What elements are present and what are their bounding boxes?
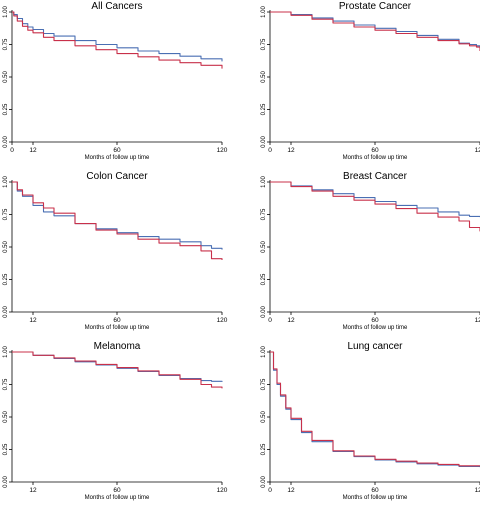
y-tick-label: 0.00 — [3, 136, 9, 148]
x-tick-label: 0 — [268, 147, 272, 154]
chart-panel-lung-cancer: Lung cancer 0.00 0.25 0.50 0.75 1.00 0 12 60 120 M… — [261, 341, 480, 501]
x-tick-label: 120 — [475, 147, 480, 154]
x-tick-label: 120 — [475, 317, 480, 324]
y-tick-label: 1.00 — [261, 176, 267, 188]
chart-title: Prostate Cancer — [339, 1, 412, 12]
x-tick-label: 12 — [287, 147, 295, 154]
x-axis-label: Months of follow up time — [85, 325, 150, 331]
x-tick-label: 0 — [268, 487, 272, 494]
y-tick-label: 0.25 — [3, 443, 9, 455]
chart-panel-all-cancers: All Cancers 0.00 0.25 0.50 0.75 1.00 0 12 60 120 M… — [3, 1, 228, 161]
y-tick-label: 0.50 — [261, 241, 267, 253]
y-tick-label: 0.75 — [261, 38, 267, 50]
chart-title: Melanoma — [94, 341, 141, 352]
y-tick-label: 0.00 — [3, 476, 9, 488]
y-tick-label: 0.25 — [3, 273, 9, 285]
x-axis-label: Months of follow up time — [85, 155, 150, 161]
y-tick-label: 0.00 — [3, 306, 9, 318]
y-tick-label: 0.00 — [261, 476, 267, 488]
chart-title: All Cancers — [91, 1, 142, 12]
y-tick-label: 0.25 — [261, 273, 267, 285]
x-tick-label: 12 — [287, 317, 295, 324]
chart-panel-colon-cancer: Colon Cancer 0.00 0.25 0.50 0.75 1.00 12 60 120 M… — [3, 171, 228, 331]
x-tick-label: 120 — [217, 317, 228, 324]
y-tick-label: 0.75 — [261, 208, 267, 220]
x-axis-label: Months of follow up time — [343, 325, 408, 331]
chart-panel-melanoma: Melanoma 0.00 0.25 0.50 0.75 1.00 12 60 120 Month… — [3, 341, 228, 501]
y-tick-label: 0.50 — [3, 71, 9, 83]
survival-curve-series-2 — [12, 11, 223, 69]
x-tick-label: 60 — [371, 487, 379, 494]
x-tick-label: 60 — [371, 317, 379, 324]
x-tick-label: 60 — [113, 317, 121, 324]
x-tick-label: 12 — [287, 487, 295, 494]
chart-panel-breast-cancer: Breast Cancer 0.00 0.25 0.50 0.75 1.00 0 12 60 12… — [261, 171, 480, 331]
survival-curve-series-2 — [270, 351, 480, 467]
y-tick-label: 0.00 — [261, 306, 267, 318]
x-tick-label: 120 — [217, 487, 228, 494]
x-axis-label: Months of follow up time — [85, 495, 150, 501]
x-tick-label: 0 — [10, 147, 14, 154]
y-tick-label: 0.75 — [3, 38, 9, 50]
y-tick-label: 0.50 — [3, 241, 9, 253]
y-tick-label: 1.00 — [3, 176, 9, 188]
x-tick-label: 60 — [371, 147, 379, 154]
y-tick-label: 1.00 — [3, 346, 9, 358]
y-tick-label: 0.25 — [261, 103, 267, 115]
chart-panel-prostate-cancer: Prostate Cancer 0.00 0.25 0.50 0.75 1.00 0 12 60… — [261, 1, 480, 161]
y-tick-label: 0.50 — [261, 411, 267, 423]
y-tick-label: 1.00 — [3, 6, 9, 18]
chart-title: Breast Cancer — [343, 171, 408, 182]
x-tick-label: 0 — [268, 317, 272, 324]
x-axis-label: Months of follow up time — [343, 155, 408, 161]
survival-curve-series-1 — [270, 351, 480, 468]
survival-curve-series-1 — [12, 181, 223, 250]
y-tick-label: 0.25 — [3, 103, 9, 115]
survival-curve-series-2 — [12, 351, 223, 389]
x-tick-label: 120 — [475, 487, 480, 494]
survival-curve-series-1 — [270, 181, 480, 218]
y-tick-label: 0.00 — [261, 136, 267, 148]
x-tick-label: 120 — [217, 147, 228, 154]
y-tick-label: 0.75 — [261, 378, 267, 390]
survival-curve-series-2 — [12, 181, 223, 260]
y-tick-label: 0.75 — [3, 208, 9, 220]
y-tick-label: 1.00 — [261, 6, 267, 18]
y-tick-label: 0.50 — [261, 71, 267, 83]
chart-title: Lung cancer — [347, 341, 403, 352]
y-tick-label: 0.25 — [261, 443, 267, 455]
x-tick-label: 60 — [113, 147, 121, 154]
chart-title: Colon Cancer — [86, 171, 148, 182]
y-tick-label: 0.75 — [3, 378, 9, 390]
x-tick-label: 12 — [29, 147, 37, 154]
y-tick-label: 0.50 — [3, 411, 9, 423]
x-tick-label: 60 — [113, 487, 121, 494]
survival-curve-series-1 — [12, 11, 223, 62]
y-tick-label: 1.00 — [261, 346, 267, 358]
survival-curve-series-2 — [270, 181, 480, 232]
x-axis-label: Months of follow up time — [343, 495, 408, 501]
x-tick-label: 12 — [29, 487, 37, 494]
survival-curve-series-2 — [270, 11, 480, 51]
x-tick-label: 12 — [29, 317, 37, 324]
